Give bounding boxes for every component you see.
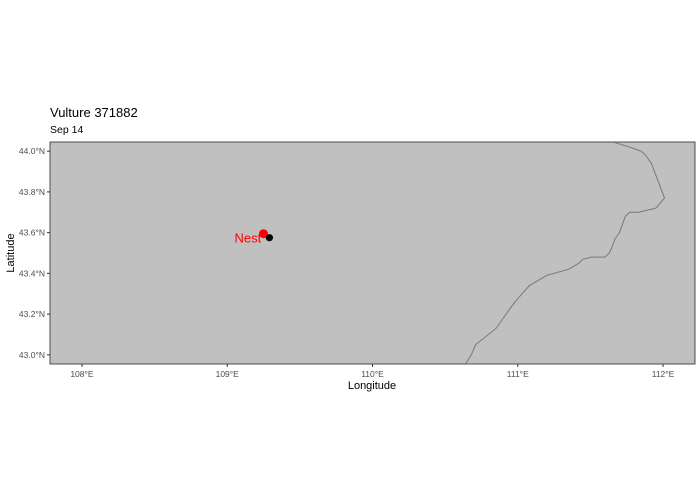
x-tick-label: 108°E	[70, 369, 94, 379]
x-axis: 108°E 109°E 110°E 111°E 112°E	[70, 364, 675, 379]
y-axis: 43.0°N 43.2°N 43.4°N 43.6°N 43.8°N 44.0°N	[19, 146, 50, 360]
y-tick-label: 43.4°N	[19, 268, 45, 278]
map-title: Vulture 371882	[50, 105, 138, 120]
region-boundary-line	[465, 142, 666, 364]
y-tick-label: 43.0°N	[19, 350, 45, 360]
x-tick-label: 109°E	[216, 369, 240, 379]
x-tick-label: 110°E	[361, 369, 384, 379]
nest-label: Nest	[234, 231, 261, 246]
y-tick-label: 43.8°N	[19, 187, 45, 197]
y-tick-label: 43.6°N	[19, 228, 45, 238]
points-layer	[259, 229, 273, 242]
y-tick-label: 43.2°N	[19, 309, 45, 319]
map-panel-background	[50, 142, 695, 364]
y-axis-title: Latitude	[5, 233, 17, 272]
y-tick-label: 44.0°N	[19, 146, 45, 156]
x-axis-title: Longitude	[348, 380, 396, 392]
nest-point	[259, 229, 268, 239]
x-tick-label: 111°E	[507, 369, 529, 379]
map-subtitle: Sep 14	[50, 124, 83, 136]
x-tick-label: 112°E	[652, 369, 675, 379]
location-point	[265, 234, 273, 242]
